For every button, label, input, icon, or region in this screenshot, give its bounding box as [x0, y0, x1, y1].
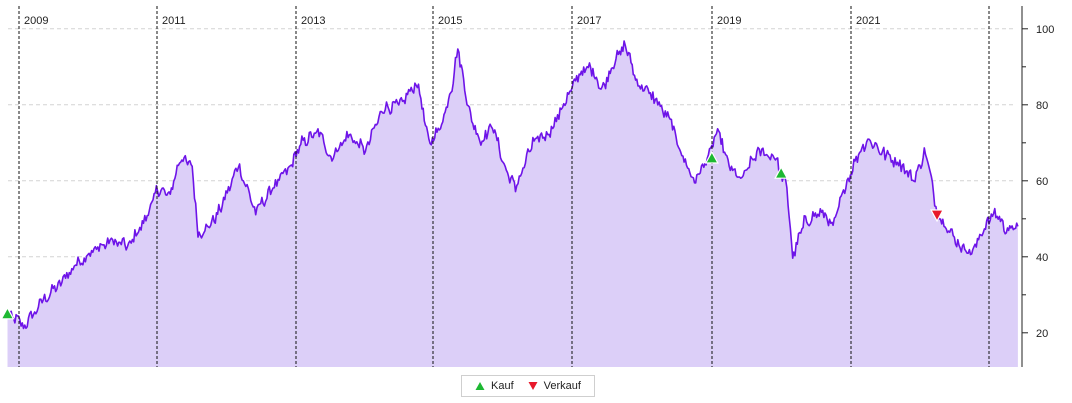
sell-marker-3	[930, 209, 945, 223]
y-tick-label-80: 80	[1036, 100, 1048, 112]
y-tick-label-40: 40	[1036, 252, 1048, 264]
year-dividers: 2009 2011 2013 2015 2017 2019 2021	[18, 6, 990, 367]
price-area	[7, 41, 1018, 367]
legend-label-verkauf: Verkauf	[543, 380, 581, 392]
buy-legend-triangle	[475, 382, 485, 390]
buy-marker-0	[0, 306, 15, 320]
stock-chart: 2009 2011 2013 2015 2017 2019 2021 20 40 60 80 100	[0, 6, 1054, 367]
sell-triangle-icon	[528, 382, 538, 390]
trade-markers	[0, 150, 945, 320]
y-tick-label-60: 60	[1036, 176, 1048, 188]
y-tick-label-100: 100	[1036, 24, 1054, 36]
year-label-2017: 2017	[577, 15, 601, 27]
year-label-2015: 2015	[438, 15, 462, 27]
year-label-2019: 2019	[717, 15, 741, 27]
legend: Kauf Verkauf	[461, 375, 595, 397]
buy-triangle-icon	[475, 382, 485, 390]
year-label-2013: 2013	[301, 15, 325, 27]
legend-item-kauf[interactable]: Kauf	[475, 380, 514, 392]
price-line	[6, 40, 1019, 330]
buy-marker-1	[704, 150, 719, 164]
year-label-2009: 2009	[24, 15, 48, 27]
legend-label-kauf: Kauf	[491, 380, 514, 392]
year-label-2021: 2021	[856, 15, 880, 27]
price-area-layer	[6, 40, 1019, 367]
year-label-2011: 2011	[162, 15, 186, 27]
y-tick-label-20: 20	[1036, 328, 1048, 340]
y-axis: 20 40 60 80 100	[1021, 6, 1054, 367]
legend-item-verkauf[interactable]: Verkauf	[528, 380, 581, 392]
sell-legend-triangle	[528, 382, 538, 390]
buy-marker-2	[774, 165, 789, 179]
